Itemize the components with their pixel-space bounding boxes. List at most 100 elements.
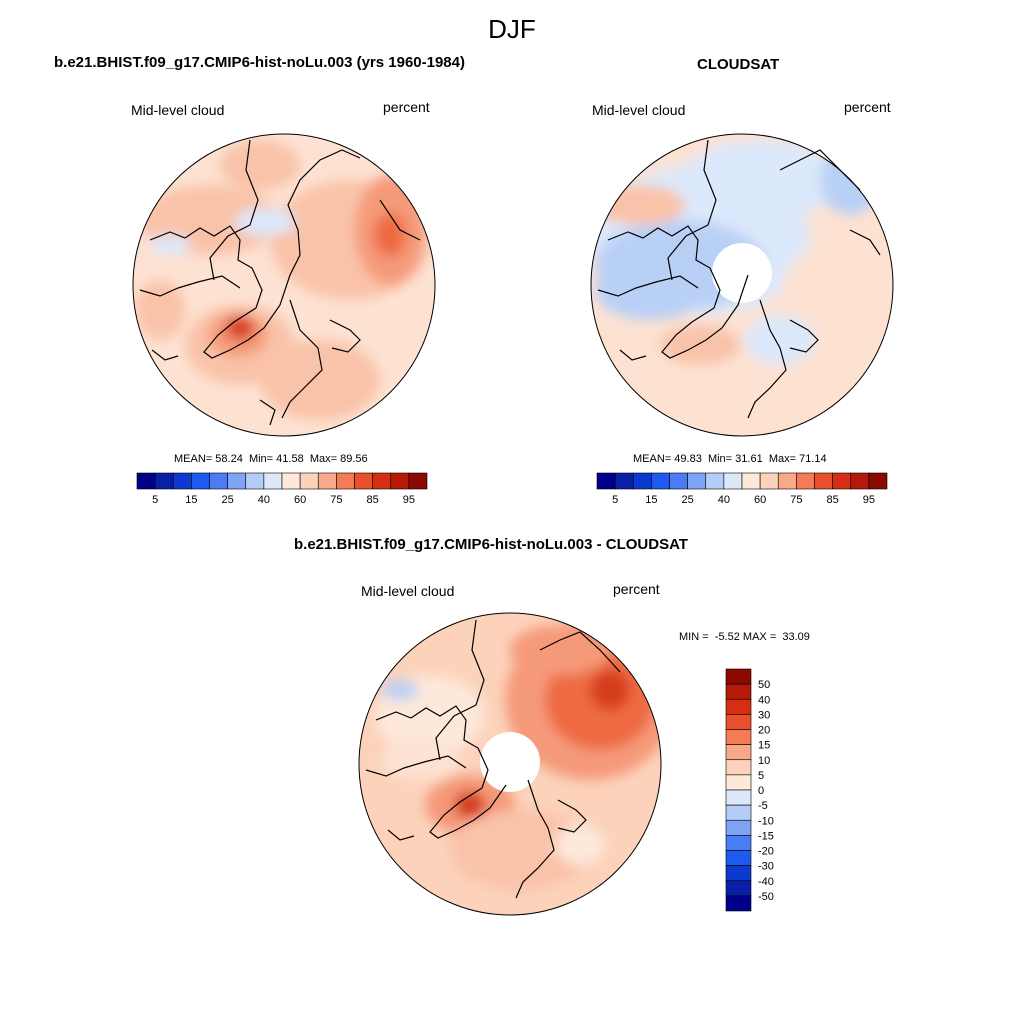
colorbar-3-tick-label: 20 (758, 725, 770, 737)
colorbar-3-swatch (725, 683, 752, 700)
colorbar-3-tick-label: 10 (758, 755, 770, 767)
colorbar-2-swatch (632, 472, 652, 490)
colorbar-3-tick-label: 5 (758, 770, 764, 782)
colorbar-3-tick-label: -15 (758, 830, 774, 842)
colorbar-2-swatch (850, 472, 870, 490)
map-1-coastlines (139, 139, 421, 426)
colorbar-2-swatch (759, 472, 779, 490)
colorbar-2-swatch (777, 472, 797, 490)
colorbar-3-tick-label: -10 (758, 815, 774, 827)
map-panel-3 (358, 612, 662, 916)
colorbar-1-tick-label: 25 (222, 494, 234, 506)
colorbar-2-swatch (796, 472, 815, 490)
colorbar-1-swatch (245, 472, 265, 490)
colorbar-3-swatch (725, 865, 752, 882)
colorbar-3-swatch (725, 729, 752, 745)
colorbar-1-swatch (209, 472, 228, 490)
panel-2-units: percent (844, 99, 891, 115)
colorbar-2-swatch (814, 472, 833, 490)
colorbar-2-swatch (651, 472, 670, 490)
colorbar-2-swatch (596, 472, 616, 490)
colorbar-3-swatch (725, 698, 752, 715)
colorbar-panel-2: 5 15 25 40 60 75 85 95 (596, 472, 888, 506)
panel-1-title: b.e21.BHIST.f09_g17.CMIP6-hist-noLu.003 … (54, 54, 465, 71)
colorbar-2-swatch (868, 472, 888, 490)
panel-3-units: percent (613, 581, 660, 597)
map-2-polar-gap (712, 243, 772, 303)
panel-1-units: percent (383, 99, 430, 115)
colorbar-1-swatch (317, 472, 337, 490)
colorbar-3-tick-label: 50 (758, 679, 770, 691)
colorbar-3-swatch (725, 804, 752, 821)
map-panel-2 (590, 133, 894, 437)
colorbar-2-swatch (705, 472, 725, 490)
colorbar-1-tick-label: 5 (152, 494, 158, 506)
colorbar-1-swatch (281, 472, 301, 490)
colorbar-3-tick-label: -20 (758, 846, 774, 858)
colorbar-2-swatch (669, 472, 688, 490)
colorbar-3-tick-label: 0 (758, 785, 764, 797)
colorbar-1-swatch (390, 472, 410, 490)
colorbar-1-swatch (372, 472, 392, 490)
colorbar-panel-1: 5 15 25 40 60 75 85 95 (136, 472, 428, 506)
colorbar-1-swatch (408, 472, 428, 490)
colorbar-3-tick-label: 30 (758, 709, 770, 721)
panel-1-stats: MEAN= 58.24 Min= 41.58 Max= 89.56 (174, 453, 368, 465)
colorbar-1-tick-label: 85 (367, 494, 379, 506)
panel-2-variable: Mid-level cloud (592, 102, 686, 118)
colorbar-3-swatch (725, 850, 752, 866)
colorbar-1-swatch (354, 472, 373, 490)
panel-3-title: b.e21.BHIST.f09_g17.CMIP6-hist-noLu.003 … (294, 536, 688, 553)
colorbar-1-tick-label: 60 (294, 494, 306, 506)
map-1-contour-fill (135, 140, 430, 420)
panel-2-stats: MEAN= 49.83 Min= 31.61 Max= 71.14 (633, 453, 827, 465)
colorbar-3-swatch (725, 774, 752, 791)
colorbar-2-tick-label: 75 (790, 494, 802, 506)
map-panel-1 (132, 133, 436, 437)
colorbar-3-swatch (725, 789, 752, 806)
colorbar-3-swatch (725, 835, 752, 851)
colorbar-2-tick-label: 15 (645, 494, 657, 506)
panel-3-variable: Mid-level cloud (361, 583, 455, 599)
colorbar-3-swatch (725, 744, 752, 761)
map-2-border (590, 133, 894, 437)
figure-title: DJF (488, 14, 536, 44)
colorbar-1-swatch (191, 472, 210, 490)
colorbar-3-tick-label: -5 (758, 800, 768, 812)
colorbar-1-tick-label: 95 (403, 494, 415, 506)
colorbar-1-tick-label: 15 (185, 494, 197, 506)
colorbar-1-swatch (227, 472, 247, 490)
colorbar-2-tick-label: 60 (754, 494, 766, 506)
colorbar-3-tick-label: 15 (758, 740, 770, 752)
colorbar-3-tick-label: 40 (758, 694, 770, 706)
colorbar-1-swatch (154, 472, 174, 490)
map-2-coastlines (597, 139, 881, 419)
colorbar-3-swatch (725, 714, 752, 730)
colorbar-3-tick-label: -40 (758, 876, 774, 888)
colorbar-3-swatch (725, 668, 752, 685)
colorbar-2-tick-label: 5 (612, 494, 618, 506)
colorbar-2-tick-label: 95 (863, 494, 875, 506)
map-3-polar-gap (480, 732, 540, 792)
map-1-border (132, 133, 436, 437)
colorbar-1-swatch (263, 472, 283, 490)
colorbar-1-tick-label: 75 (330, 494, 342, 506)
panel-1-variable: Mid-level cloud (131, 102, 225, 118)
colorbar-3-tick-label: -30 (758, 861, 774, 873)
colorbar-1-swatch (336, 472, 355, 490)
panel-3-stats: MIN = -5.52 MAX = 33.09 (679, 631, 810, 643)
colorbar-2-swatch (741, 472, 761, 490)
colorbar-1-tick-label: 40 (258, 494, 270, 506)
colorbar-1-swatch (136, 472, 156, 490)
panel-2-title: CLOUDSAT (697, 56, 780, 73)
colorbar-2-swatch (723, 472, 743, 490)
colorbar-2-tick-label: 40 (718, 494, 730, 506)
colorbar-3-tick-label: -50 (758, 891, 774, 903)
colorbar-3-swatch (725, 759, 752, 776)
colorbar-1-swatch (299, 472, 319, 490)
colorbar-2-tick-label: 25 (682, 494, 694, 506)
colorbar-3-swatch (725, 895, 752, 912)
map-3-coastlines (365, 619, 621, 899)
